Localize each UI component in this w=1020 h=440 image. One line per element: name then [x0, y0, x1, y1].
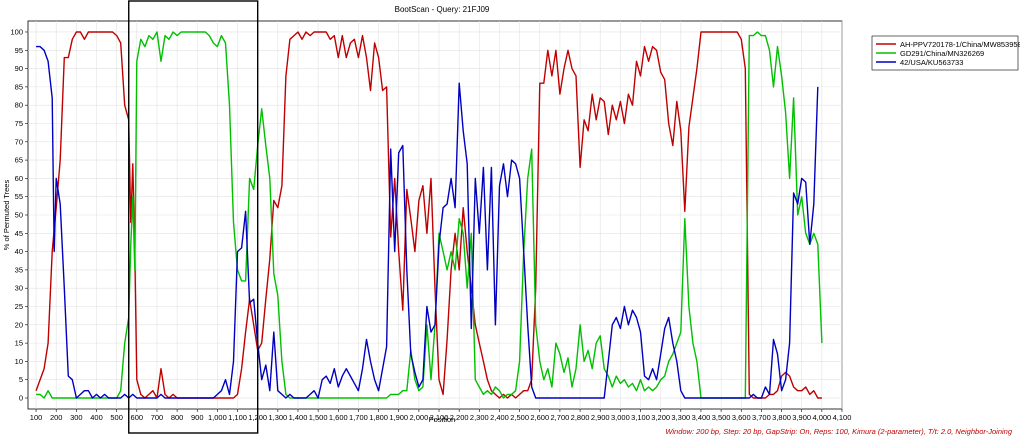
y-tick-label: 55 [15, 192, 23, 201]
x-axis-title: Position [429, 415, 456, 424]
legend-label-2: 42/USA/KU563733 [900, 58, 963, 67]
chart-title: BootScan - Query: 21FJ09 [395, 5, 490, 14]
x-tick-label: 2,700 [551, 413, 570, 422]
y-tick-label: 80 [15, 101, 23, 110]
y-tick-label: 5 [19, 375, 23, 384]
x-tick-label: 1,800 [369, 413, 388, 422]
x-tick-label: 1,100 [228, 413, 247, 422]
highlight-box [128, 0, 259, 434]
x-tick-label: 4,100 [833, 413, 852, 422]
y-tick-label: 50 [15, 211, 23, 220]
x-tick-label: 1,300 [268, 413, 287, 422]
settings-footnote: Window: 200 bp, Step: 20 bp, GapStrip: O… [665, 427, 1012, 436]
x-tick-label: 1,600 [329, 413, 348, 422]
x-tick-label: 500 [110, 413, 123, 422]
y-tick-label: 20 [15, 320, 23, 329]
y-tick-label: 75 [15, 119, 23, 128]
x-tick-label: 2,400 [490, 413, 509, 422]
y-tick-label: 95 [15, 46, 23, 55]
x-tick-label: 700 [151, 413, 164, 422]
y-tick-label: 25 [15, 302, 23, 311]
grid-layer [28, 21, 843, 409]
x-tick-label: 3,000 [611, 413, 630, 422]
x-tick-label: 2,800 [571, 413, 590, 422]
y-tick-label: 65 [15, 156, 23, 165]
y-axis-ticks: 0 5 10 15 20 25 30 35 40 45 50 55 60 65 70 75 80 85 90 95 10… [10, 27, 28, 403]
x-tick-label: 2,000 [409, 413, 428, 422]
x-tick-label: 2,200 [450, 413, 469, 422]
x-tick-label: 2,600 [530, 413, 549, 422]
y-tick-label: 100 [10, 27, 23, 36]
x-tick-label: 2,500 [510, 413, 529, 422]
y-tick-label: 60 [15, 174, 23, 183]
series-line-2 [36, 45, 819, 399]
x-tick-label: 2,100 [430, 413, 449, 422]
x-tick-label: 1,900 [389, 413, 408, 422]
x-tick-label: 3,300 [671, 413, 690, 422]
y-tick-label: 30 [15, 284, 23, 293]
x-tick-label: 3,700 [752, 413, 771, 422]
x-tick-label: 400 [90, 413, 103, 422]
y-axis-title: % of Permuted Trees [2, 180, 11, 251]
y-tick-label: 70 [15, 137, 23, 146]
x-tick-label: 4,000 [812, 413, 831, 422]
x-tick-label: 800 [171, 413, 184, 422]
x-tick-label: 3,200 [651, 413, 670, 422]
x-tick-label: 3,600 [732, 413, 751, 422]
series-line-0 [35, 31, 822, 399]
legend-box [871, 35, 1019, 71]
series-layer [35, 31, 823, 399]
y-tick-label: 35 [15, 265, 23, 274]
y-tick-label: 10 [15, 357, 23, 366]
legend-label-1: GD291/China/MN326269 [900, 49, 984, 58]
y-tick-label: 85 [15, 82, 23, 91]
x-tick-label: 1,000 [208, 413, 227, 422]
x-tick-label: 300 [70, 413, 83, 422]
x-tick-label: 2,900 [591, 413, 610, 422]
x-tick-label: 3,900 [792, 413, 811, 422]
y-tick-label: 15 [15, 339, 23, 348]
x-tick-label: 3,500 [712, 413, 731, 422]
y-tick-label: 0 [19, 394, 23, 403]
x-tick-label: 100 [30, 413, 43, 422]
x-tick-label: 1,400 [289, 413, 308, 422]
x-tick-label: 200 [50, 413, 63, 422]
x-tick-label: 600 [131, 413, 144, 422]
x-tick-label: 900 [191, 413, 204, 422]
y-tick-label: 40 [15, 247, 23, 256]
legend: AH-PPV720178-1/China/MW853958 GD291/Chin… [871, 35, 1020, 71]
x-tick-label: 3,800 [772, 413, 791, 422]
x-tick-label: 2,300 [470, 413, 489, 422]
legend-label-0: AH-PPV720178-1/China/MW853958 [900, 40, 1020, 49]
x-tick-label: 3,400 [692, 413, 711, 422]
x-tick-label: 3,100 [631, 413, 650, 422]
x-tick-label: 1,700 [349, 413, 368, 422]
y-tick-label: 90 [15, 64, 23, 73]
x-tick-label: 1,500 [309, 413, 328, 422]
y-tick-label: 45 [15, 229, 23, 238]
